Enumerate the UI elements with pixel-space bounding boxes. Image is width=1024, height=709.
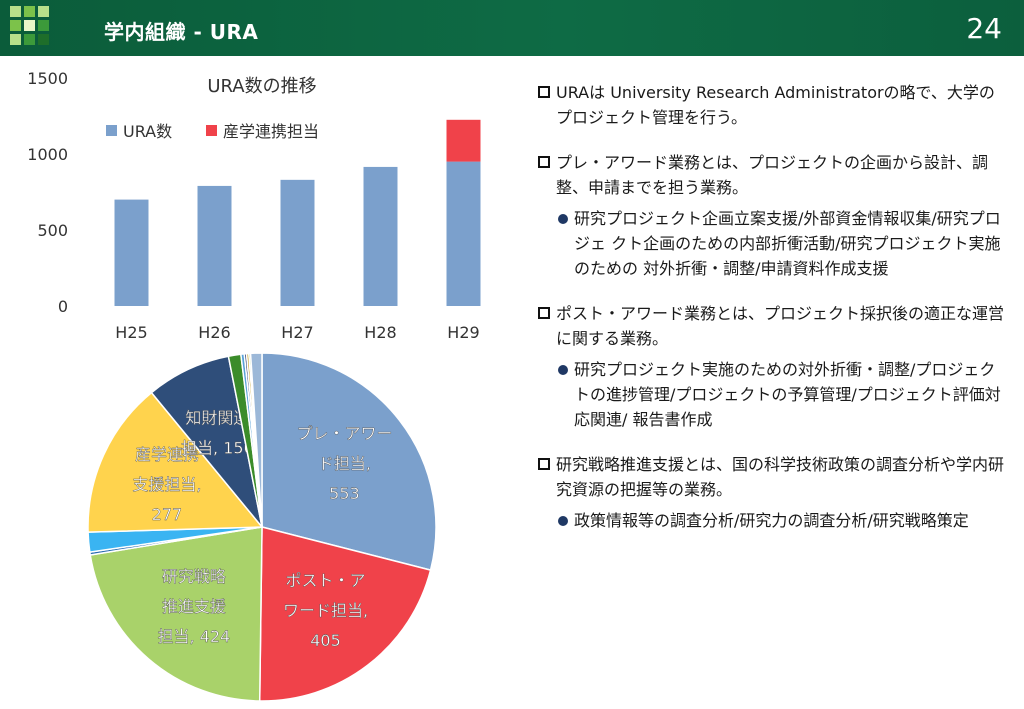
x-tick-label: H26 [198,323,230,342]
y-tick-label: 1500 [27,69,68,88]
legend-label: URA数 [123,122,172,141]
round-bullet-icon [558,214,568,224]
ura-count-bar-chart: 0 500 1000 1500 H25 H26 H27 H28 H29 URA数の推移 URA数 産学… [27,69,481,342]
square-bullet-icon [538,156,550,168]
x-tick-label: H25 [115,323,147,342]
y-tick-label: 500 [37,221,68,240]
description-heading: URAは University Research Administratorの略… [538,80,1008,130]
page-number: 24 [966,12,1002,45]
pie-slice [249,352,263,528]
sub-item-text: 研究プロジェクト実施のための対外折衝・調整/プロジェクトの進捗管理/プロジェクト… [574,360,1001,429]
bar [363,166,398,306]
bar [446,119,481,162]
description-heading: ポスト・アワード業務とは、プロジェクト採択後の適正な運営に関する業務。 [538,301,1008,351]
bar [114,199,149,306]
square-bullet-icon [538,307,550,319]
sub-item: 研究プロジェクト実施のための対外折衝・調整/プロジェクトの進捗管理/プロジェクト… [538,357,1008,432]
x-tick-label: H27 [281,323,313,342]
y-tick-label: 0 [58,297,68,316]
sub-item: 研究プロジェクト企画立案支援/外部資金情報収集/研究プロジェ クト企画のための内… [538,206,1008,281]
bar [446,161,481,306]
pie-slice [87,391,264,533]
legend-swatch [106,125,117,136]
sub-item: 政策情報等の調査分析/研究力の調査分析/研究戦略策定 [538,508,1008,533]
round-bullet-icon [558,365,568,375]
bar [197,185,232,306]
slice-label: ポスト・アワード担当, 405 [283,571,368,650]
legend-swatch [206,125,217,136]
pie-slice [89,526,263,702]
pie-slice [258,526,432,702]
legend-label: 産学連携担当 [223,122,319,141]
ura-role-pie-chart: プレ・アワード担当, 553 ポスト・アワード担当, 405 研究戦略推進支援担当, 4… [87,352,437,702]
chart-title: URA数の推移 [207,76,316,97]
slice-label: 研究戦略推進支援担当, 424 [157,567,230,646]
description-text: プレ・アワード業務とは、プロジェクトの企画から設計、調整、申請までを担う業務。 [556,153,989,197]
pie-slice [261,352,437,572]
description-panel: URAは University Research Administratorの略… [538,80,1008,553]
description-item: プレ・アワード業務とは、プロジェクトの企画から設計、調整、申請までを担う業務。研… [538,150,1008,281]
sub-item-text: 政策情報等の調査分析/研究力の調査分析/研究戦略策定 [574,511,969,530]
slice-label: 知財関連担当, 150 [181,409,254,458]
x-tick-label: H29 [447,323,479,342]
square-bullet-icon [538,458,550,470]
slice-label: プレ・アワード担当, 553 [296,424,392,503]
slide-title: 学内組織 - URA [104,20,259,44]
description-text: URAは University Research Administratorの略… [556,83,995,127]
description-heading: プレ・アワード業務とは、プロジェクトの企画から設計、調整、申請までを担う業務。 [538,150,1008,200]
description-text: 研究戦略推進支援とは、国の科学技術政策の調査分析や学内研究資源の把握等の業務。 [556,455,1005,499]
description-item: 研究戦略推進支援とは、国の科学技術政策の調査分析や学内研究資源の把握等の業務。政… [538,452,1008,533]
square-bullet-icon [538,86,550,98]
slide-header: 学内組織 - URA 24 [0,0,1024,56]
description-text: ポスト・アワード業務とは、プロジェクト採択後の適正な運営に関する業務。 [556,304,1005,348]
slice-label: 産学連携支援担当, 277 [132,445,201,524]
round-bullet-icon [558,516,568,526]
sub-item-text: 研究プロジェクト企画立案支援/外部資金情報収集/研究プロジェ クト企画のための内… [574,209,1001,278]
description-item: URAは University Research Administratorの略… [538,80,1008,130]
description-item: ポスト・アワード業務とは、プロジェクト採択後の適正な運営に関する業務。研究プロジ… [538,301,1008,432]
green-grid-logo-icon [10,6,49,45]
x-tick-label: H28 [364,323,396,342]
bar [280,179,315,306]
description-heading: 研究戦略推進支援とは、国の科学技術政策の調査分析や学内研究資源の把握等の業務。 [538,452,1008,502]
y-tick-label: 1000 [27,145,68,164]
